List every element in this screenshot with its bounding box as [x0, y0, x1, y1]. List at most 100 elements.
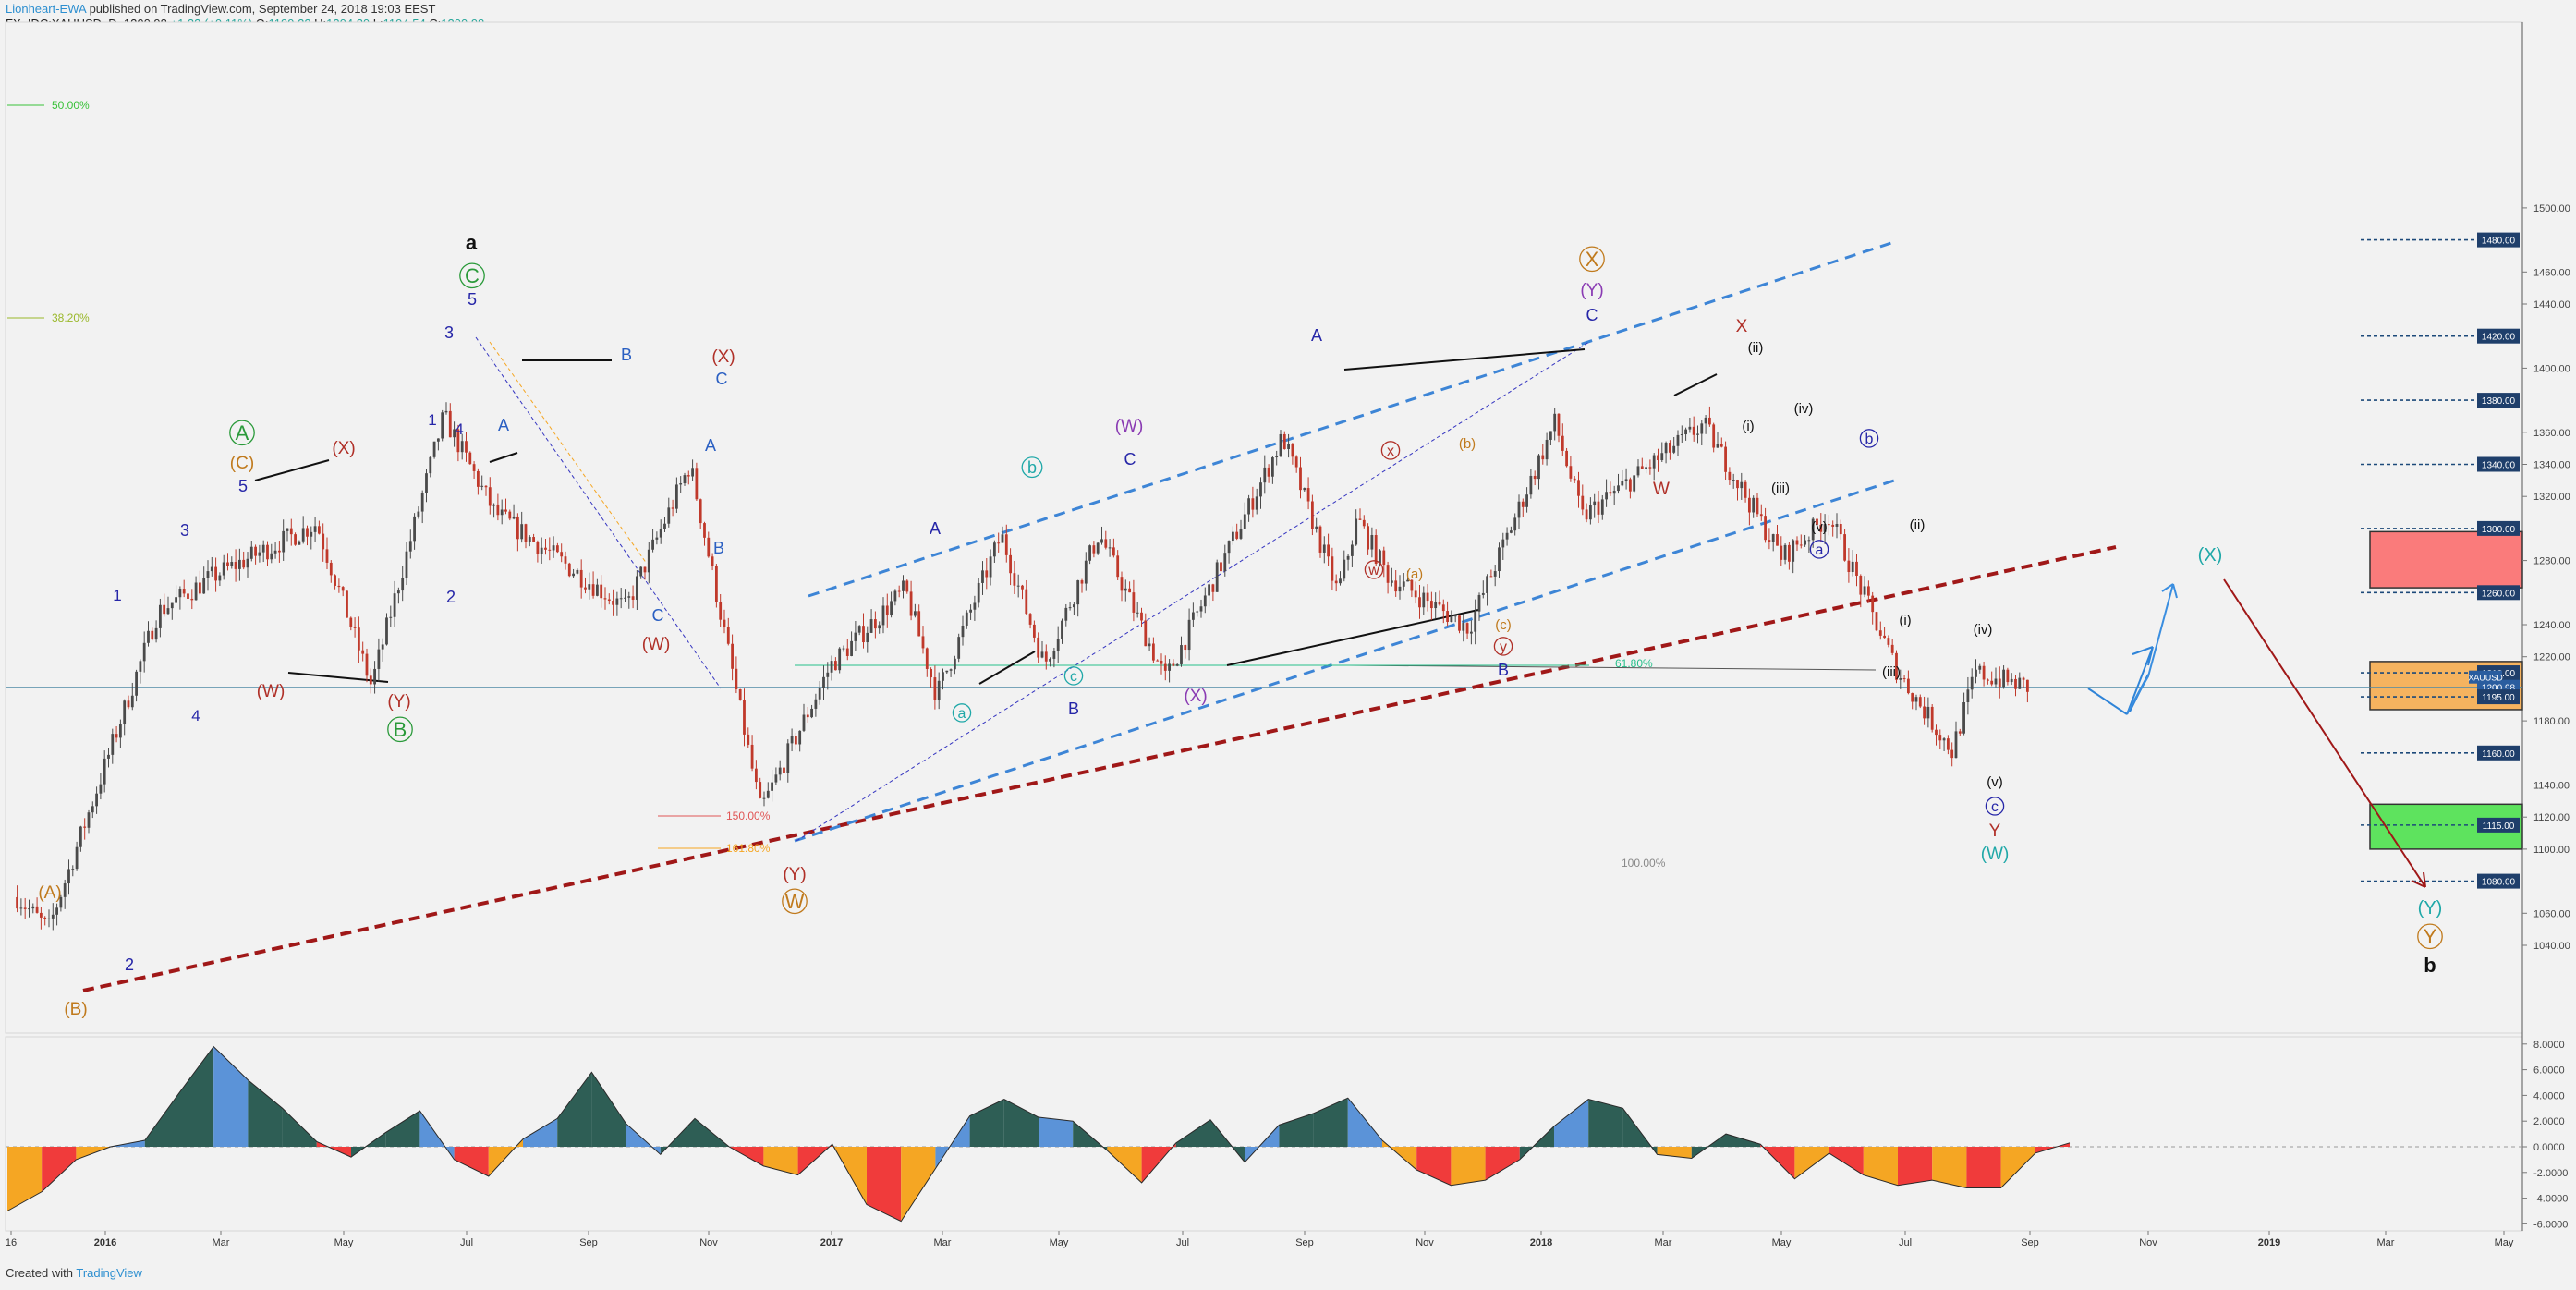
candle-body	[726, 627, 730, 644]
candle-body	[512, 516, 516, 519]
candle-body	[1021, 585, 1024, 590]
candle-body	[1339, 578, 1342, 584]
candle-body	[560, 552, 564, 557]
candle-body	[579, 569, 583, 588]
candle-body	[329, 562, 333, 576]
x-tick-label: Nov	[2139, 1237, 2157, 1248]
candle-body	[945, 670, 949, 673]
candle-body	[1040, 651, 1044, 658]
candle-body	[564, 556, 567, 564]
level-tag-label: 1195.00	[2482, 693, 2515, 703]
candle-body	[683, 475, 687, 484]
candle-body	[612, 601, 614, 605]
x-tick-label: Mar	[2377, 1237, 2395, 1248]
candle-body	[659, 529, 662, 538]
candle-body	[1211, 584, 1215, 592]
fib-label: 161.80%	[726, 842, 771, 855]
candle-body	[1052, 651, 1056, 659]
candle-body	[1887, 638, 1890, 645]
candle-body	[1926, 706, 1930, 719]
level-tag-label: 1480.00	[2482, 237, 2516, 247]
candle-body	[87, 812, 91, 828]
candle-body	[885, 605, 889, 616]
footer: Created with TradingView	[6, 1266, 142, 1280]
candle-body	[1208, 584, 1210, 596]
candle-body	[1282, 433, 1286, 449]
candle-body	[222, 562, 225, 576]
candle-body	[1672, 445, 1676, 453]
wave-circle	[1859, 429, 1879, 448]
osc-bar-positive	[248, 1079, 283, 1147]
candle-body	[878, 625, 881, 629]
candle-body	[584, 587, 587, 590]
candle-body	[667, 507, 671, 524]
candle-body	[1787, 544, 1791, 562]
candle-body	[317, 526, 321, 534]
wave-circle	[1021, 456, 1043, 479]
candle-body	[695, 468, 699, 500]
osc-bar-positive	[591, 1072, 626, 1147]
wave-label: A	[498, 416, 509, 434]
wave-label: 1	[113, 587, 121, 604]
candle-body	[1498, 547, 1501, 572]
candle-body	[1771, 534, 1775, 542]
candle-body	[1386, 565, 1390, 583]
wave-segment	[1673, 373, 1718, 396]
level-tag-label: 1260.00	[2482, 589, 2516, 599]
grid	[5, 21, 2523, 1232]
candle-body	[703, 523, 706, 538]
candle-body	[1049, 658, 1051, 662]
level-tag-label: 1340.00	[2482, 461, 2516, 471]
x-tick-label: May	[1050, 1237, 1069, 1248]
candle-body	[1768, 540, 1771, 542]
candle-body	[949, 669, 953, 671]
wave-label: B	[1498, 661, 1509, 679]
candle-body	[202, 578, 206, 594]
wave-label: (Y)	[2418, 898, 2443, 919]
candle-body	[1028, 614, 1032, 625]
candle-body	[242, 559, 246, 568]
candle-body	[1911, 693, 1914, 702]
wave-label: (iii)	[1882, 664, 1901, 680]
wave-label: A	[705, 436, 716, 455]
level-tag	[2477, 585, 2520, 601]
candle-body	[1692, 426, 1695, 435]
candle-body	[488, 487, 492, 506]
candle-body	[325, 549, 329, 563]
candle-body	[1938, 735, 1942, 741]
osc-bar-positive	[1003, 1099, 1039, 1147]
level-tag-label: 1080.00	[2482, 878, 2516, 888]
candle-body	[1624, 479, 1628, 481]
candle-body	[631, 596, 635, 600]
osc-y-tick-label: 4.0000	[2533, 1090, 2565, 1101]
osc-bar-positive	[1554, 1099, 1589, 1147]
candle-body	[214, 566, 217, 581]
candle-body	[1807, 540, 1811, 542]
fall-line-blue	[475, 336, 722, 689]
y-tick-label: 1440.00	[2533, 299, 2570, 310]
candle-body	[1902, 678, 1906, 680]
candle-body	[127, 700, 130, 708]
candle-body	[373, 668, 376, 685]
candle-body	[1517, 501, 1521, 518]
candle-body	[2022, 677, 2025, 680]
candle-body	[408, 541, 412, 552]
level-tag-label: 1380.00	[2482, 396, 2516, 407]
candle-body	[111, 734, 115, 755]
author-link[interactable]: Lionheart-EWA	[6, 2, 86, 16]
fib-level-100	[1348, 664, 1877, 671]
candle-body	[1025, 589, 1028, 615]
candle-body	[1144, 620, 1148, 647]
candle-body	[992, 542, 996, 557]
wave-label: A	[236, 421, 249, 444]
wave-label: B	[713, 539, 724, 557]
candle-body	[750, 744, 754, 769]
candle-body	[1676, 434, 1680, 446]
fib-label: 38.20%	[52, 311, 90, 324]
trend-lines	[6, 238, 2522, 992]
candle-body	[310, 531, 313, 537]
candle-body	[1199, 606, 1203, 612]
tradingview-brand[interactable]: TradingView	[76, 1266, 142, 1280]
candle-body	[1151, 643, 1155, 661]
